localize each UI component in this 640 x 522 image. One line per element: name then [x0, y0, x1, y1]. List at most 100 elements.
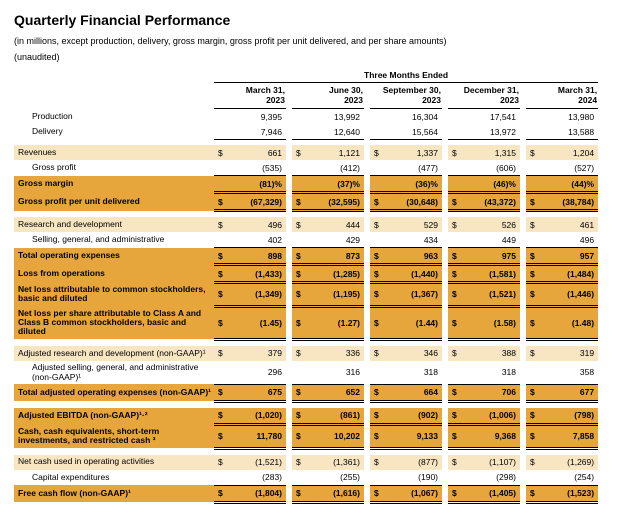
currency-symbol: $ — [370, 346, 384, 361]
currency-symbol — [526, 109, 540, 125]
row-label: Capital expenditures — [14, 470, 214, 486]
cell-value: (1,361) — [306, 455, 364, 470]
currency-symbol: $ — [448, 346, 462, 361]
cell-value: 661 — [228, 145, 286, 160]
currency-symbol — [214, 470, 228, 486]
currency-symbol — [292, 361, 306, 385]
currency-symbol — [292, 160, 306, 176]
currency-symbol — [448, 176, 462, 193]
currency-symbol: $ — [448, 384, 462, 401]
row-label: Selling, general, and administrative — [14, 232, 214, 248]
cell-value: (254) — [540, 470, 598, 486]
cell-value: 10,202 — [306, 424, 364, 448]
table-row: Delivery7,94612,64015,56413,97213,588 — [14, 124, 626, 140]
table-row: Cash, cash equivalents, short-term inves… — [14, 424, 626, 448]
cell-value: 963 — [384, 248, 442, 265]
cell-value: 496 — [228, 217, 286, 232]
cell-value: 1,121 — [306, 145, 364, 160]
currency-symbol — [448, 109, 462, 125]
table-header: Three Months Ended March 31,2023June 30,… — [14, 68, 626, 109]
cell-value: 496 — [540, 232, 598, 248]
unaudited-note: (unaudited) — [14, 52, 626, 62]
currency-symbol: $ — [370, 384, 384, 401]
currency-symbol: $ — [448, 424, 462, 448]
row-label: Adjusted selling, general, and administr… — [14, 361, 214, 385]
cell-value: 677 — [540, 384, 598, 401]
cell-value: 336 — [306, 346, 364, 361]
currency-symbol: $ — [370, 193, 384, 211]
cell-value: (412) — [306, 160, 364, 176]
table-row: Net loss attributable to common stockhol… — [14, 283, 626, 307]
column-header: June 30,2023 — [292, 83, 364, 109]
currency-symbol: $ — [292, 265, 306, 283]
cell-value: (283) — [228, 470, 286, 486]
currency-symbol: $ — [292, 424, 306, 448]
column-header: December 31,2023 — [448, 83, 520, 109]
currency-symbol: $ — [214, 346, 228, 361]
currency-symbol: $ — [214, 485, 228, 502]
currency-symbol: $ — [448, 265, 462, 283]
row-label: Net loss attributable to common stockhol… — [14, 283, 214, 307]
row-label: Adjusted EBITDA (non-GAAP)¹·² — [14, 408, 214, 425]
currency-symbol: $ — [214, 248, 228, 265]
super-header: Three Months Ended — [214, 68, 598, 83]
currency-symbol: $ — [448, 193, 462, 211]
currency-symbol: $ — [448, 217, 462, 232]
currency-symbol: $ — [448, 306, 462, 339]
row-label: Loss from operations — [14, 265, 214, 283]
currency-symbol: $ — [370, 217, 384, 232]
currency-symbol: $ — [370, 455, 384, 470]
currency-symbol: $ — [292, 346, 306, 361]
cell-value: 7,946 — [228, 124, 286, 140]
cell-value: (30,648) — [384, 193, 442, 211]
cell-value: (255) — [306, 470, 364, 486]
currency-symbol: $ — [526, 248, 540, 265]
currency-symbol — [370, 361, 384, 385]
cell-value: 706 — [462, 384, 520, 401]
currency-symbol: $ — [292, 145, 306, 160]
table-row: Adjusted EBITDA (non-GAAP)¹·²$(1,020)$(8… — [14, 408, 626, 425]
row-label: Research and development — [14, 217, 214, 232]
cell-value: 461 — [540, 217, 598, 232]
currency-symbol: $ — [526, 346, 540, 361]
currency-symbol: $ — [292, 408, 306, 425]
cell-value: (1,581) — [462, 265, 520, 283]
cell-value: 13,980 — [540, 109, 598, 125]
cell-value: (1,521) — [228, 455, 286, 470]
cell-value: 16,304 — [384, 109, 442, 125]
column-header: September 30,2023 — [370, 83, 442, 109]
cell-value: 434 — [384, 232, 442, 248]
currency-symbol: $ — [448, 485, 462, 502]
cell-value: 1,315 — [462, 145, 520, 160]
currency-symbol — [292, 470, 306, 486]
currency-symbol: $ — [448, 408, 462, 425]
row-label: Production — [14, 109, 214, 125]
cell-value: 316 — [306, 361, 364, 385]
currency-symbol — [214, 109, 228, 125]
currency-symbol: $ — [214, 424, 228, 448]
currency-symbol: $ — [370, 306, 384, 339]
cell-value: (38,784) — [540, 193, 598, 211]
cell-value: (1,440) — [384, 265, 442, 283]
cell-value: 13,588 — [540, 124, 598, 140]
cell-value: 7,858 — [540, 424, 598, 448]
cell-value: 11,780 — [228, 424, 286, 448]
currency-symbol: $ — [526, 193, 540, 211]
cell-value: (43,372) — [462, 193, 520, 211]
currency-symbol: $ — [448, 248, 462, 265]
row-label: Gross profit — [14, 160, 214, 176]
cell-value: (1,349) — [228, 283, 286, 307]
currency-symbol — [370, 124, 384, 140]
currency-symbol: $ — [214, 408, 228, 425]
currency-symbol: $ — [292, 217, 306, 232]
cell-value: (1,405) — [462, 485, 520, 502]
cell-value: (1,067) — [384, 485, 442, 502]
table-row: Selling, general, and administrative4024… — [14, 232, 626, 248]
currency-symbol — [370, 232, 384, 248]
row-label: Revenues — [14, 145, 214, 160]
table-row: Production9,39513,99216,30417,54113,980 — [14, 109, 626, 125]
cell-value: (1,006) — [462, 408, 520, 425]
currency-symbol — [292, 109, 306, 125]
currency-symbol: $ — [370, 283, 384, 307]
cell-value: 975 — [462, 248, 520, 265]
